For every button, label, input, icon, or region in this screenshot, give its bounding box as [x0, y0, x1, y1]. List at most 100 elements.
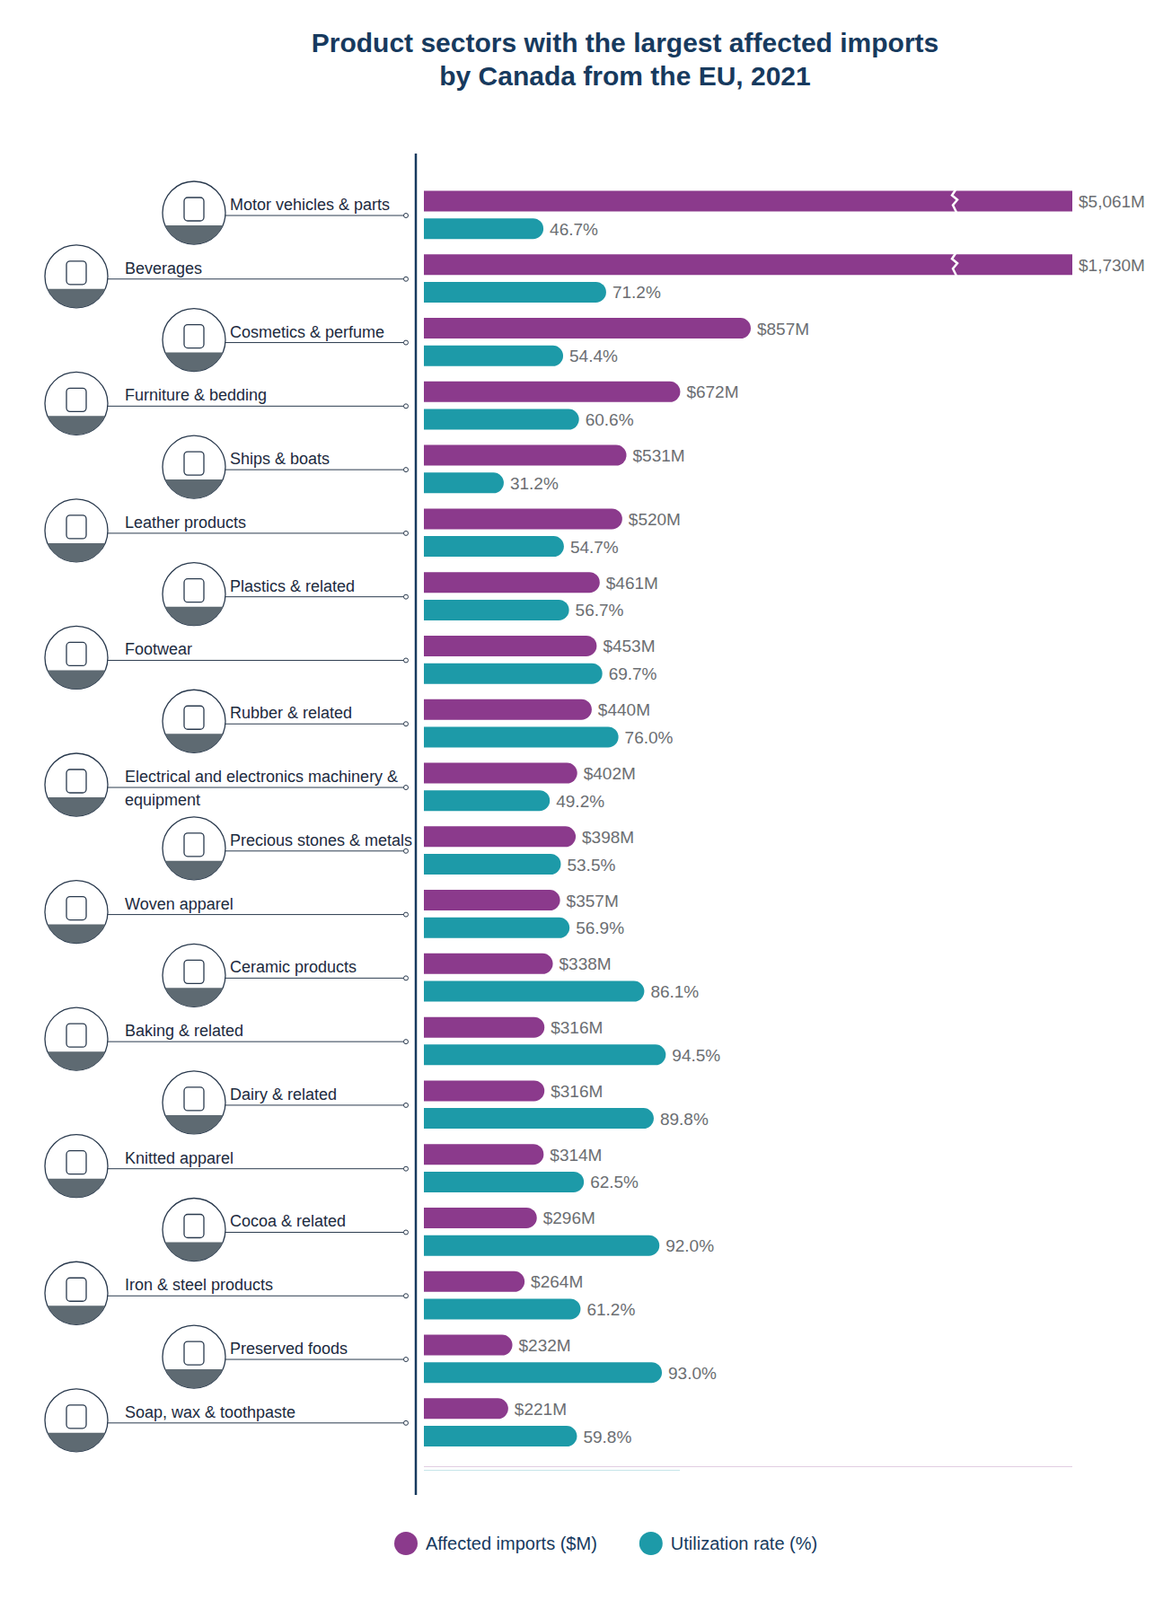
label-line-dot — [404, 658, 409, 663]
label-line-dot — [404, 722, 409, 727]
label-line — [105, 278, 406, 280]
data-label: 94.5% — [671, 1046, 721, 1066]
utilization-bar — [423, 536, 564, 557]
icon-cap — [47, 797, 106, 817]
label-line-dot — [404, 1294, 409, 1299]
icon-cap — [47, 289, 106, 309]
label-line — [105, 914, 406, 916]
category-label-line: Ceramic products — [229, 958, 357, 977]
category-label: Leather products — [124, 513, 247, 532]
label-line-dot — [404, 213, 409, 219]
break-mark — [951, 253, 958, 276]
icon-circle — [44, 1389, 108, 1453]
category-label-line: Woven apparel — [124, 895, 234, 914]
category-label: Beverages — [124, 259, 203, 278]
label-line-dot — [404, 912, 409, 917]
category-label-line: equipment — [124, 791, 201, 810]
label-line-dot — [404, 404, 409, 409]
label-line — [105, 1295, 406, 1297]
label-line-dot — [404, 1039, 409, 1045]
data-label: 60.6% — [585, 410, 635, 430]
label-line — [105, 660, 406, 661]
label-line — [223, 1359, 406, 1361]
import-bar — [423, 1207, 538, 1229]
category-label: Rubber & related — [229, 704, 353, 723]
data-label: $232M — [519, 1336, 572, 1356]
utilization-bar — [423, 472, 504, 494]
icon-cap — [165, 1242, 223, 1261]
category-label-line: Cosmetics & perfume — [229, 323, 385, 342]
import-bar — [423, 191, 1073, 212]
category-label-line: Ships & boats — [229, 449, 330, 468]
title: Product sectors with the largest affecte… — [311, 27, 939, 91]
legend-label: Utilization rate (%) — [670, 1533, 818, 1554]
icon-circle — [44, 881, 108, 944]
chart: Product sectors with the largest affecte… — [0, 0, 1172, 1600]
import-bar — [423, 699, 592, 721]
icon-glyph — [66, 1405, 87, 1429]
utilization-bar — [423, 726, 619, 748]
icon-glyph — [184, 705, 204, 730]
icon-circle — [44, 1007, 108, 1071]
icon-circle — [44, 245, 108, 309]
icon-cap — [165, 479, 223, 499]
label-line — [223, 1104, 406, 1106]
icon-circle — [162, 308, 226, 372]
data-label: $402M — [583, 764, 636, 784]
utilization-bar — [423, 1235, 660, 1257]
data-label: 59.8% — [582, 1427, 632, 1447]
icon-cap — [165, 733, 223, 753]
import-bar — [423, 445, 627, 467]
label-line — [105, 1422, 406, 1424]
icon-circle — [44, 753, 108, 817]
label-line — [223, 850, 406, 852]
import-bar — [423, 1017, 545, 1039]
data-label: 56.9% — [575, 918, 625, 938]
icon-cap — [47, 1179, 106, 1199]
category-label: Ceramic products — [229, 958, 357, 977]
data-label: $520M — [628, 510, 681, 529]
icon-circle — [44, 1261, 108, 1325]
icon-circle — [44, 371, 108, 435]
icon-cap — [165, 1115, 223, 1135]
icon-cap — [165, 861, 223, 881]
import-bar — [423, 1144, 544, 1165]
import-bar — [423, 635, 597, 657]
category-label-line: Plastics & related — [229, 577, 355, 596]
utilization-bar — [423, 917, 570, 939]
icon-glyph — [184, 325, 204, 349]
icon-glyph — [66, 515, 87, 539]
icon-cap — [47, 1433, 106, 1453]
data-label: 69.7% — [608, 664, 658, 684]
icon-cap — [47, 1051, 106, 1071]
icon-cap — [47, 925, 106, 944]
category-label: Dairy & related — [229, 1085, 337, 1104]
legend-swatch — [394, 1532, 418, 1556]
icon-circle — [162, 1325, 226, 1389]
data-label: $314M — [549, 1145, 602, 1165]
category-label: Knitted apparel — [124, 1149, 234, 1168]
label-line-dot — [404, 1230, 409, 1235]
label-line — [223, 469, 406, 471]
icon-circle — [162, 1198, 226, 1261]
label-line-dot — [404, 1357, 409, 1363]
label-line — [223, 723, 406, 725]
category-label-line: Cocoa & related — [229, 1212, 346, 1231]
import-bar — [423, 1271, 525, 1293]
label-line — [223, 342, 406, 344]
category-label-line: Furniture & bedding — [124, 386, 267, 405]
icon-glyph — [184, 1087, 204, 1111]
import-bar — [423, 317, 751, 339]
category-label: Precious stones & metals — [229, 831, 413, 850]
utilization-bar — [423, 409, 580, 431]
category-axis — [414, 153, 418, 1496]
data-label: $296M — [543, 1208, 596, 1228]
category-label-line: Baking & related — [124, 1022, 244, 1040]
label-line-dot — [404, 1102, 409, 1108]
category-label-line: Electrical and electronics machinery & — [124, 767, 398, 786]
import-bar — [423, 572, 600, 593]
data-label: $440M — [598, 700, 651, 720]
icon-glyph — [66, 1023, 87, 1048]
data-label: 46.7% — [549, 220, 599, 239]
icon-glyph — [184, 1214, 204, 1238]
